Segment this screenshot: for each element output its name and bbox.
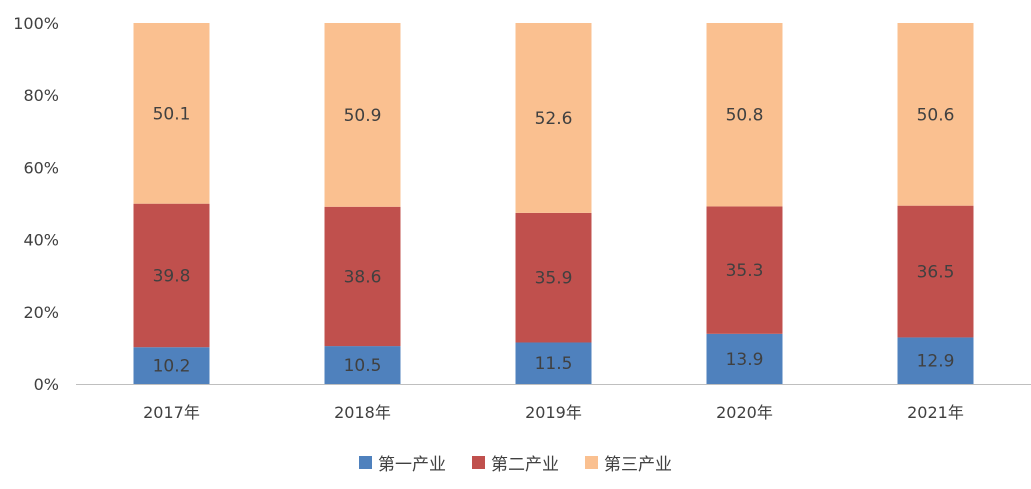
legend-swatch [359, 456, 372, 469]
bar-segment [133, 23, 210, 204]
bar-segment [515, 23, 592, 213]
bars [133, 23, 974, 384]
x-axis-ticks: 2017年 2018年 2019年 2020年 2021年 [143, 403, 964, 422]
bar-segment [706, 333, 783, 384]
bar-segment [515, 342, 592, 384]
bar-segment [133, 203, 210, 348]
y-tick-label: 80% [23, 86, 59, 105]
bar-segment [706, 23, 783, 207]
x-tick-label: 2020年 [716, 403, 773, 422]
data-label: 50.8 [726, 106, 764, 126]
bar-segment [897, 205, 974, 338]
legend-label: 第三产业 [604, 455, 672, 475]
legend-item: 第二产业 [472, 450, 559, 475]
data-label: 10.2 [153, 357, 191, 377]
data-label: 50.9 [344, 106, 382, 126]
data-label: 52.6 [535, 109, 573, 129]
data-label: 50.6 [917, 105, 955, 125]
y-tick-label: 20% [23, 303, 59, 322]
bar-segment [897, 23, 974, 206]
data-label: 39.8 [153, 266, 191, 286]
x-tick-label: 2017年 [143, 403, 200, 422]
legend-label: 第一产业 [378, 455, 446, 475]
data-label: 38.6 [344, 267, 382, 287]
legend-item: 第一产业 [359, 450, 446, 475]
data-label: 11.5 [535, 354, 573, 374]
y-tick-label: 0% [34, 375, 59, 394]
y-tick-label: 40% [23, 231, 59, 250]
legend: 第一产业 第二产业 第三产业 [0, 450, 1031, 475]
legend-label: 第二产业 [491, 455, 559, 475]
bar-segment [324, 346, 401, 384]
x-tick-label: 2019年 [525, 403, 582, 422]
y-tick-label: 100% [13, 14, 59, 33]
y-axis-ticks: 0% 20% 40% 60% 80% 100% [13, 14, 59, 394]
data-label: 35.9 [535, 269, 573, 289]
legend-item: 第三产业 [585, 450, 672, 475]
bar-segment [324, 206, 401, 347]
x-tick-label: 2021年 [907, 403, 964, 422]
bar-segment [324, 23, 401, 207]
data-label: 35.3 [726, 261, 764, 281]
stacked-bar-chart: 0% 20% 40% 60% 80% 100% 10.2 39.8 50.1 10.5 38.6 5… [13, 14, 1031, 422]
legend-swatch [585, 456, 598, 469]
bar-segment [706, 206, 783, 334]
data-labels: 10.2 39.8 50.1 10.5 38.6 50.9 11.5 35.9 52.6 13.9… [153, 104, 955, 376]
data-label: 50.1 [153, 104, 191, 124]
data-label: 13.9 [726, 350, 764, 370]
data-label: 36.5 [917, 263, 955, 283]
data-label: 10.5 [344, 356, 382, 376]
legend-swatch [472, 456, 485, 469]
data-label: 12.9 [917, 352, 955, 372]
x-tick-label: 2018年 [334, 403, 391, 422]
bar-segment [897, 337, 974, 384]
y-tick-label: 60% [23, 158, 59, 177]
bar-segment [515, 212, 592, 343]
bar-segment [133, 347, 210, 384]
